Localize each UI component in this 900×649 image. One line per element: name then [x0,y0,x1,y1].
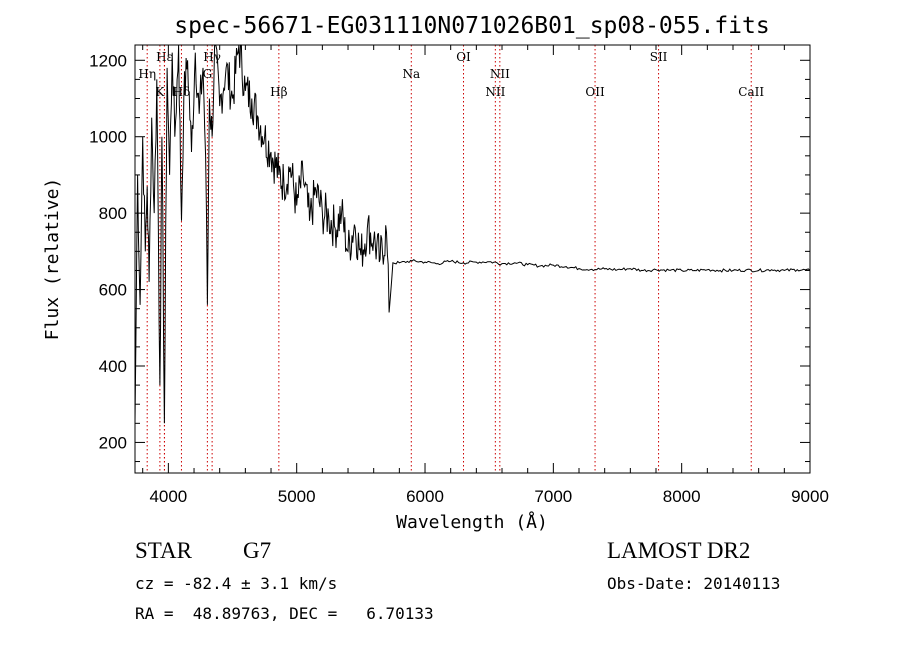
y-tick-label: 800 [99,204,127,223]
spectral-line-label: NII [485,85,505,99]
spectral-line-label: Na [402,67,420,81]
coordinates: RA = 48.89763, DEC = 6.70133 [135,604,434,623]
axis-ticks: 4000 5000 6000 7000 8000 9000 200 400 600 800 1000… [89,45,829,506]
spectral-line-label: K [155,85,165,99]
chart-title: spec-56671-EG031110N071026B01_sp08-055.f… [174,13,769,39]
x-tick-label: 6000 [406,487,444,506]
redshift-velocity: cz = -82.4 ± 3.1 km/s [135,574,338,593]
flux-series-line [134,44,811,424]
y-tick-label: 600 [99,281,127,300]
x-tick-label: 8000 [663,487,701,506]
observation-date: Obs-Date: 20140113 [607,574,781,593]
y-tick-label: 1000 [89,128,127,147]
spectral-line-label: CaII [738,85,764,99]
spectral-line-label: Hγ [203,50,221,64]
spectral-line-label: G [203,67,213,81]
x-axis-label: Wavelength (Å) [396,511,548,533]
object-subclass: G7 [243,538,272,563]
y-tick-label: 400 [99,357,127,376]
survey-name: LAMOST DR2 [607,538,751,563]
spectral-line-label: Hδ [173,85,191,99]
spectral-line-label: NII [490,67,510,81]
x-tick-label: 5000 [278,487,316,506]
y-tick-label: 200 [99,433,127,452]
spectral-line-label: Hη [138,67,156,81]
x-tick-label: 7000 [534,487,572,506]
y-axis-label: Flux (relative) [42,178,63,341]
plot-frame [134,44,811,474]
spectral-line-label: SII [650,50,668,64]
x-tick-label: 9000 [791,487,829,506]
spectral-line-label: OII [585,85,605,99]
object-type: STAR [135,538,192,563]
y-tick-label: 1200 [89,51,127,70]
spectral-line-label: Hβ [270,85,287,99]
spectral-line-label: OI [456,50,471,64]
x-tick-label: 4000 [149,487,187,506]
